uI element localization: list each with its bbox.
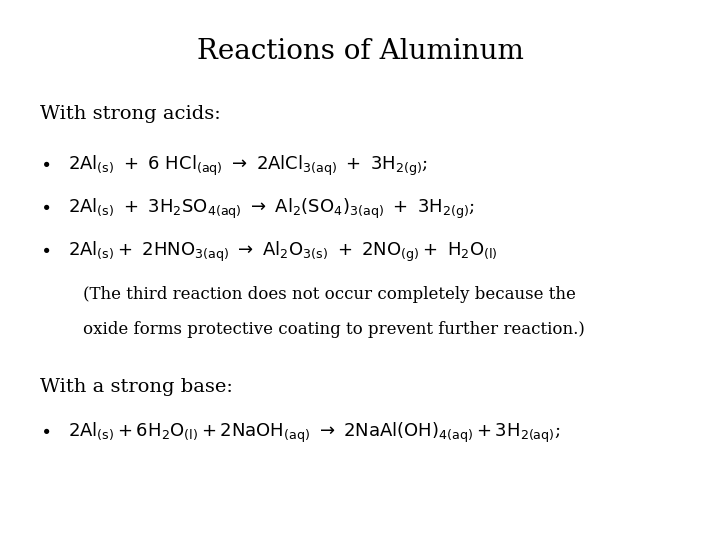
Text: $\bullet$: $\bullet$ [40, 154, 50, 172]
Text: With strong acids:: With strong acids: [40, 105, 220, 123]
Text: $\bullet$: $\bullet$ [40, 421, 50, 439]
Text: With a strong base:: With a strong base: [40, 378, 233, 396]
Text: $\bullet$: $\bullet$ [40, 240, 50, 258]
Text: Reactions of Aluminum: Reactions of Aluminum [197, 38, 523, 65]
Text: $\mathsf{2Al_{(s)}\ +\ 3H_2SO_{4(aq)}\ \rightarrow\ Al_2(SO_4)_{3(aq)}\ +\ 3H_{2: $\mathsf{2Al_{(s)}\ +\ 3H_2SO_{4(aq)}\ \… [68, 197, 475, 221]
Text: $\mathsf{2Al_{(s)}+\ 2HNO_{3(aq)}\ \rightarrow\ Al_2O_{3(s)}\ +\ 2NO_{(g)}+\ H_2: $\mathsf{2Al_{(s)}+\ 2HNO_{3(aq)}\ \righ… [68, 240, 498, 265]
Text: oxide forms protective coating to prevent further reaction.): oxide forms protective coating to preven… [83, 321, 585, 338]
Text: (The third reaction does not occur completely because the: (The third reaction does not occur compl… [83, 286, 576, 303]
Text: $\mathsf{2Al_{(s)}\ +\ 6\ HCl_{(aq)}\ \rightarrow\ 2AlCl_{3(aq)}\ +\ 3H_{2(g)}}$: $\mathsf{2Al_{(s)}\ +\ 6\ HCl_{(aq)}\ \r… [68, 154, 428, 178]
Text: $\mathsf{2Al_{(s)}+6H_2O_{(l)}+2NaOH_{(aq)}\ \rightarrow\ 2NaAl(OH)_{4(aq)}+3H_{: $\mathsf{2Al_{(s)}+6H_2O_{(l)}+2NaOH_{(a… [68, 421, 561, 445]
Text: $\bullet$: $\bullet$ [40, 197, 50, 215]
